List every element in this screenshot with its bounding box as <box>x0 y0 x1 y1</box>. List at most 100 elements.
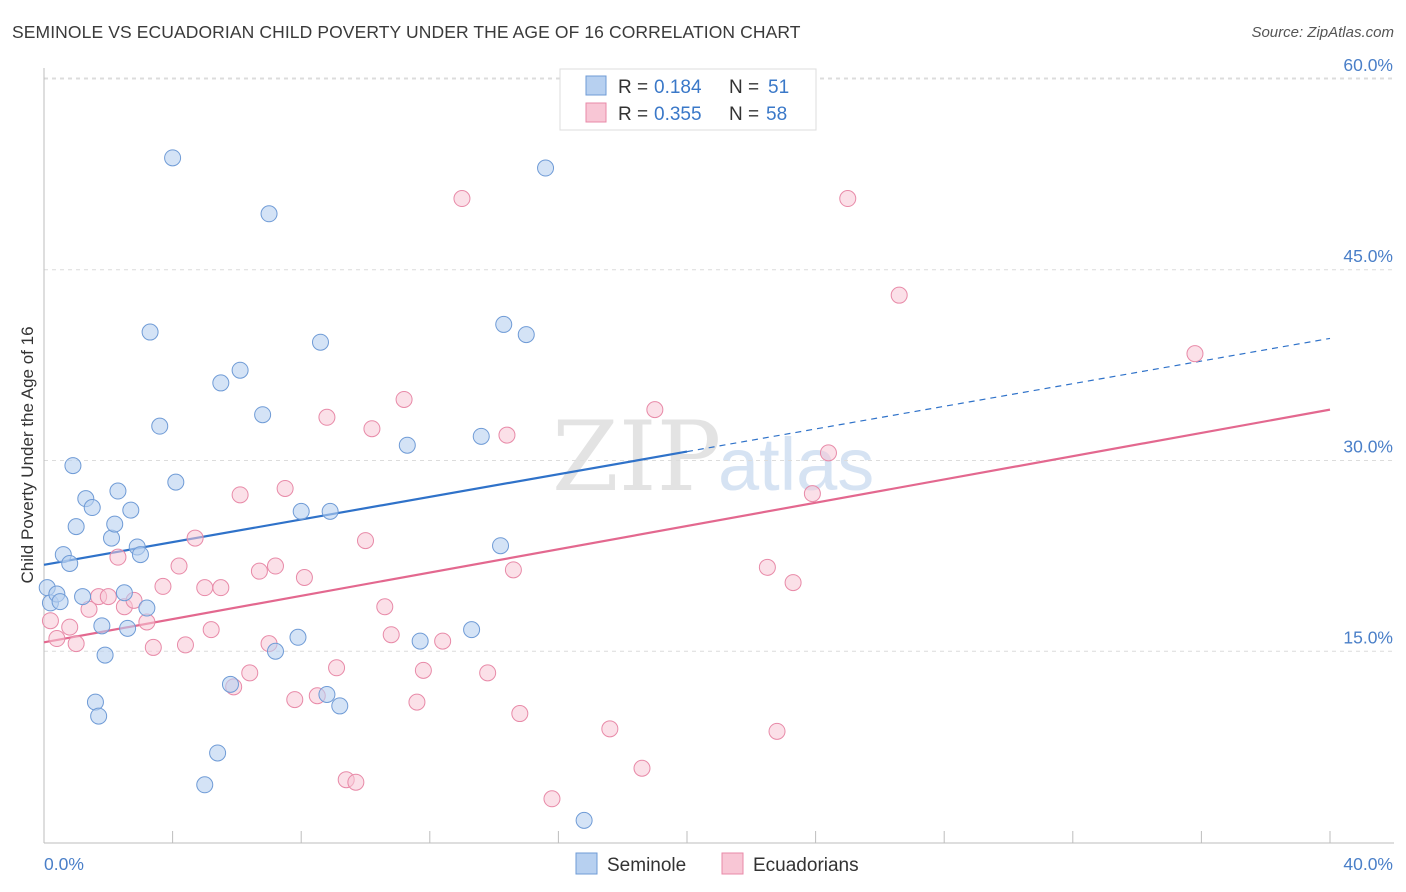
ecuadorian-point-12 <box>154 577 172 595</box>
seminole-point-41 <box>331 697 349 715</box>
ecuadorian-point-57 <box>1186 345 1204 363</box>
ecuadorian-point-53 <box>803 485 821 503</box>
y-axis-label: Child Poverty Under the Age of 16 <box>18 326 37 583</box>
seminole-point-36 <box>289 628 307 646</box>
seminole-point-50 <box>575 811 593 829</box>
seminole-point-39 <box>318 685 336 703</box>
legend-n-value-1: 51 <box>768 77 789 98</box>
ecuadorian-point-34 <box>363 420 381 438</box>
trend-lines <box>43 337 1331 644</box>
seminole-point-6 <box>64 457 82 475</box>
legend: R = 0.184 N = 51 R = 0.355 N = 58 <box>559 68 817 131</box>
ecuadorian-point-2 <box>61 618 79 636</box>
seminole-point-38 <box>311 333 329 351</box>
ecuadorian-point-15 <box>186 529 204 547</box>
ecuadorian-point-56 <box>890 286 908 304</box>
seminole-point-20 <box>122 501 140 519</box>
ecuadorian-point-55 <box>839 190 857 208</box>
seminole-point-42 <box>398 436 416 454</box>
seminole-point-44 <box>463 621 481 639</box>
x-tick-labels: 0.0% 40.0% <box>44 854 1393 874</box>
seminole-point-47 <box>495 315 513 333</box>
watermark-zip: ZIP <box>552 401 721 513</box>
ecuadorian-point-42 <box>479 664 497 682</box>
seminole-point-14 <box>96 646 114 664</box>
ecuadorian-point-1 <box>48 630 66 648</box>
seminole-point-48 <box>517 326 535 344</box>
ecuadorian-point-16 <box>196 579 214 597</box>
legend-n-value-2: 58 <box>766 104 787 125</box>
ecuadorian-point-46 <box>543 790 561 808</box>
bottom-legend-swatch-seminole <box>575 852 598 875</box>
seminole-point-46 <box>492 537 510 555</box>
ecuadorian-points <box>41 190 1204 808</box>
y-tick-labels: 15.0% 30.0% 45.0% 60.0% <box>1343 55 1393 647</box>
seminole-point-24 <box>141 323 159 341</box>
ecuadorian-point-47 <box>601 720 619 738</box>
ecuadorian-point-30 <box>328 659 346 677</box>
seminole-point-31 <box>221 675 239 693</box>
seminole-point-49 <box>537 159 555 177</box>
ecuadorian-point-0 <box>41 612 59 630</box>
legend-n-label-1: N = <box>729 77 759 98</box>
seminole-point-33 <box>254 406 272 424</box>
ecuadorian-point-33 <box>357 532 374 550</box>
x-tick-label-1: 40.0% <box>1343 854 1393 874</box>
seminole-point-3 <box>51 593 69 611</box>
seminole-point-15 <box>103 529 121 547</box>
ecuadorian-point-13 <box>170 557 188 575</box>
ecuadorian-point-44 <box>504 561 522 579</box>
seminole-trend-line <box>43 450 688 566</box>
ecuadorian-point-40 <box>434 632 452 650</box>
ecuadorian-trend-line <box>43 408 1331 644</box>
ecuadorian-point-3 <box>67 635 85 653</box>
seminole-point-18 <box>115 584 133 602</box>
seminole-point-40 <box>321 502 339 520</box>
ecuadorian-point-51 <box>768 722 786 740</box>
seminole-point-32 <box>231 361 249 379</box>
seminole-point-37 <box>292 502 310 520</box>
seminole-point-28 <box>196 776 214 794</box>
ecuadorian-point-39 <box>414 661 432 679</box>
ecuadorian-point-22 <box>250 562 268 580</box>
y-tick-label-3: 60.0% <box>1343 55 1393 75</box>
seminole-point-12 <box>90 707 108 725</box>
ecuadorian-point-43 <box>498 426 516 444</box>
seminole-points <box>38 149 593 829</box>
ecuadorian-point-14 <box>176 636 194 654</box>
seminole-point-43 <box>411 632 429 650</box>
chart-title: SEMINOLE VS ECUADORIAN CHILD POVERTY UND… <box>12 22 801 42</box>
seminole-point-11 <box>86 693 104 711</box>
seminole-point-45 <box>472 427 490 445</box>
y-tick-label-0: 15.0% <box>1343 627 1393 647</box>
ecuadorian-point-32 <box>347 773 365 791</box>
ecuadorian-point-25 <box>276 479 294 497</box>
legend-n-label-2: N = <box>729 104 759 125</box>
bottom-legend: Seminole Ecuadorians <box>575 852 859 876</box>
ecuadorian-point-52 <box>784 574 802 592</box>
ecuadorian-point-50 <box>758 558 776 576</box>
bottom-legend-seminole: Seminole <box>607 855 686 876</box>
ecuadorian-point-27 <box>295 568 313 586</box>
bottom-legend-ecuadorians: Ecuadorians <box>753 855 859 876</box>
legend-r-label-2: R = <box>618 104 648 125</box>
seminole-point-25 <box>151 417 169 435</box>
seminole-trend-extension <box>686 337 1331 453</box>
legend-r-value-2: 0.355 <box>654 104 702 125</box>
ecuadorian-point-49 <box>646 401 664 419</box>
ecuadorian-point-18 <box>212 579 230 597</box>
ecuadorian-point-17 <box>202 621 220 639</box>
watermark-atlas: atlas <box>718 423 874 506</box>
seminole-point-35 <box>266 642 284 660</box>
ecuadorian-point-7 <box>109 548 127 566</box>
ecuadorian-point-36 <box>382 626 400 644</box>
seminole-point-17 <box>109 482 127 500</box>
ecuadorian-point-26 <box>286 691 304 709</box>
legend-r-label-1: R = <box>618 77 648 98</box>
seminole-point-27 <box>167 473 185 491</box>
seminole-point-23 <box>138 599 156 617</box>
ecuadorian-point-24 <box>266 557 284 575</box>
legend-swatch-seminole <box>585 75 607 96</box>
ecuadorian-point-20 <box>231 486 249 504</box>
seminole-point-7 <box>67 518 85 536</box>
